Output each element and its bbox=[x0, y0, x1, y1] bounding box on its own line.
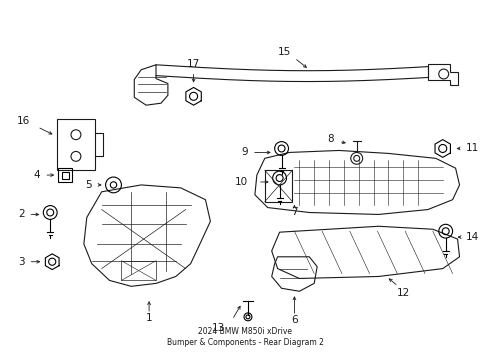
Text: 10: 10 bbox=[235, 177, 248, 187]
Text: 17: 17 bbox=[187, 59, 200, 69]
Text: 2: 2 bbox=[18, 210, 24, 220]
Text: 8: 8 bbox=[327, 134, 334, 144]
Text: 6: 6 bbox=[291, 315, 298, 325]
Text: 14: 14 bbox=[466, 232, 479, 242]
Text: 2024 BMW M850i xDrive
Bumper & Components - Rear Diagram 2: 2024 BMW M850i xDrive Bumper & Component… bbox=[167, 327, 323, 347]
Text: 3: 3 bbox=[18, 257, 24, 267]
Text: 5: 5 bbox=[85, 180, 92, 190]
Bar bbox=[57, 119, 95, 170]
Text: 12: 12 bbox=[396, 288, 410, 298]
Bar bbox=[265, 170, 293, 202]
Text: 13: 13 bbox=[212, 323, 225, 333]
Text: 4: 4 bbox=[34, 170, 40, 180]
Bar bbox=[58, 168, 72, 182]
Text: 15: 15 bbox=[278, 47, 291, 57]
Text: 7: 7 bbox=[291, 207, 298, 217]
Bar bbox=[122, 261, 156, 280]
Text: 11: 11 bbox=[466, 144, 479, 153]
Text: 1: 1 bbox=[146, 313, 152, 323]
Bar bbox=[62, 172, 69, 179]
Text: 16: 16 bbox=[17, 116, 30, 126]
Text: 9: 9 bbox=[242, 148, 248, 157]
